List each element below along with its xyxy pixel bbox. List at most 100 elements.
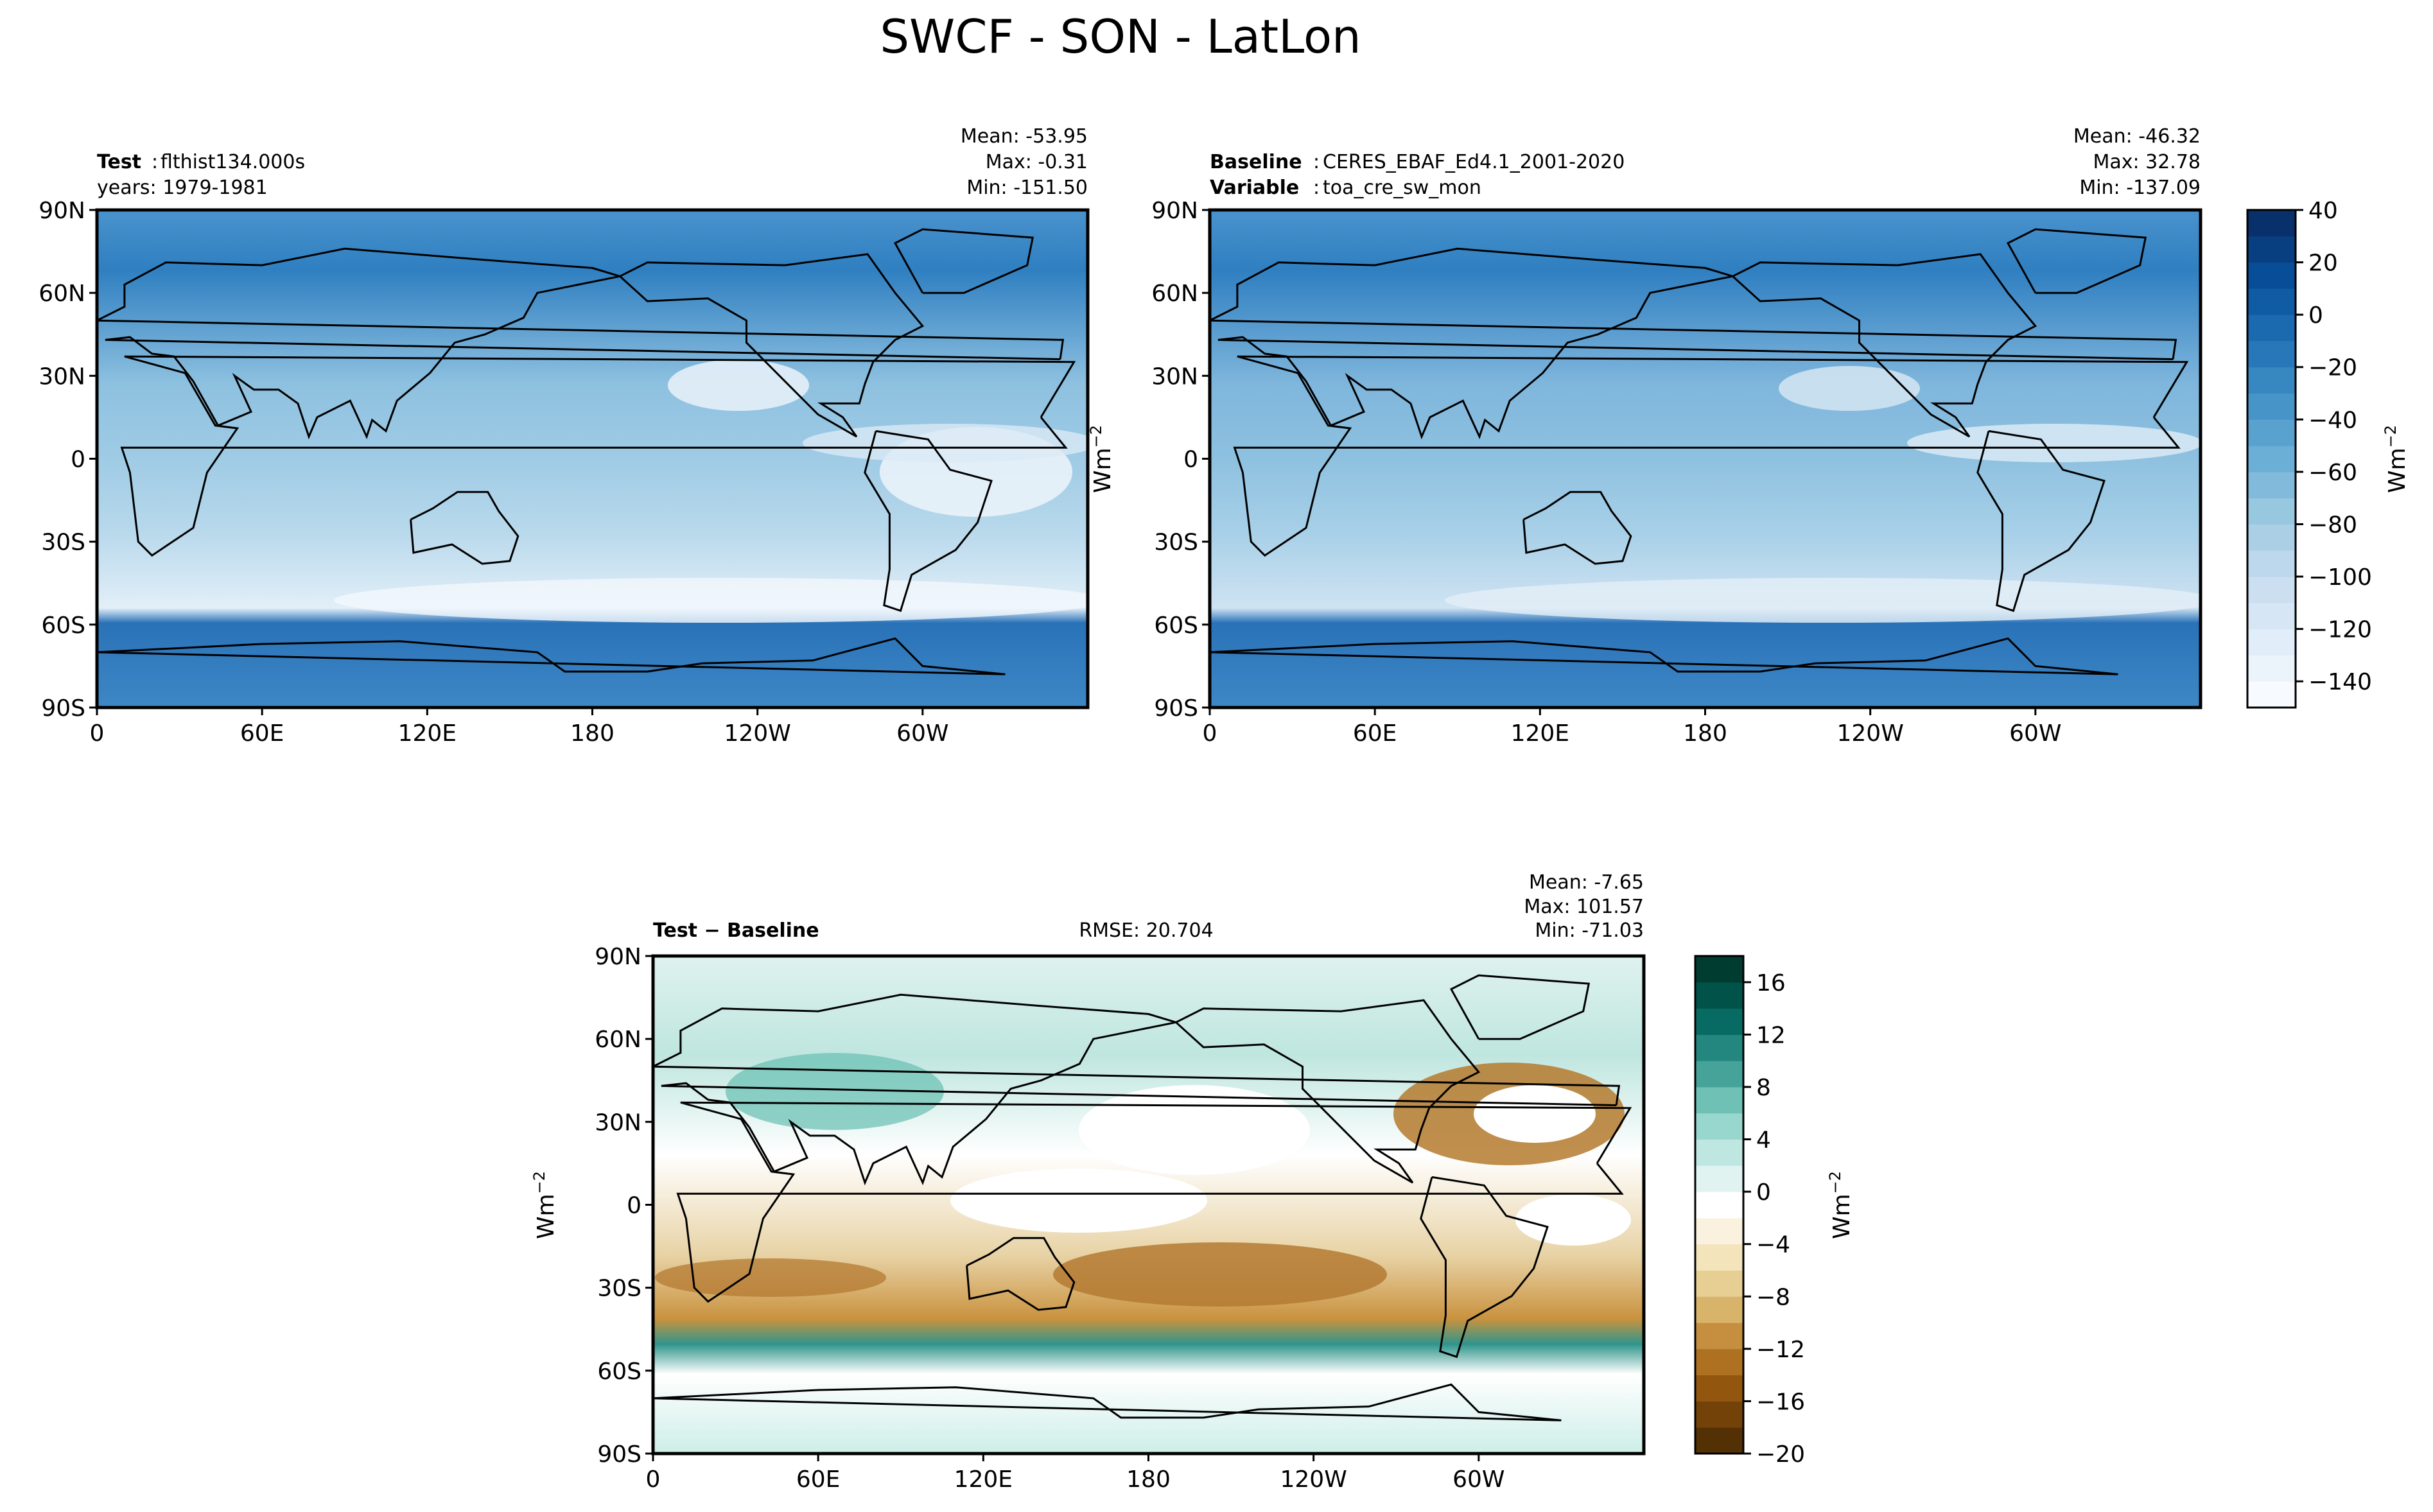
test-stat-mean: Mean: -53.95 xyxy=(961,125,1088,148)
coastline xyxy=(97,637,1006,675)
lat-tick-label: 60S xyxy=(1154,613,1198,639)
lat-tick-label: 30N xyxy=(595,1109,641,1136)
lat-tick-label: 30S xyxy=(597,1276,641,1302)
colorbar-swatch xyxy=(2247,498,2296,525)
baseline-lat-ticks: 90N 60N 30N 0 30S 60S 90S xyxy=(1151,198,1210,722)
lon-tick-label: 60W xyxy=(2009,720,2061,747)
colorbar-swatch xyxy=(2247,681,2296,708)
lon-tick-label: 120W xyxy=(724,720,791,747)
colorbar-swatch xyxy=(2247,446,2296,473)
colorbar-tick-label: −80 xyxy=(2308,512,2357,538)
difference-lon-ticks: 0 60E 120E 180 120W 60W xyxy=(646,1454,1505,1493)
panel-difference: Test − Baseline RMSE: 20.704 Mean: -7.65… xyxy=(530,871,1646,1493)
baseline-variable-label: Variable xyxy=(1210,177,1299,199)
baseline-units-label: Wm−2 xyxy=(1087,425,1116,493)
colorbar-swatch xyxy=(2247,288,2296,315)
colorbar-swatch xyxy=(2247,524,2296,551)
lon-tick-label: 120E xyxy=(1511,720,1569,747)
colorbar-swatch xyxy=(2247,210,2296,237)
colorbar-swatch xyxy=(1695,1296,1743,1323)
coastline xyxy=(120,355,1076,557)
baseline-variable-value: toa_cre_sw_mon xyxy=(1323,177,1481,199)
colorbar-top: 40 20 0 −20 −40 −60 −80 −100 −120 −140 Wm−2 xyxy=(2246,198,2411,709)
colorbar-swatch xyxy=(2247,550,2296,577)
lat-tick-label: 30S xyxy=(1154,530,1198,556)
difference-stat-max: Max: 101.57 xyxy=(1524,896,1644,918)
colorbar-swatch xyxy=(2247,471,2296,499)
colorbar-swatch xyxy=(1695,1139,1743,1166)
colorbar-swatch xyxy=(1695,1086,1743,1114)
coastline xyxy=(676,1101,1632,1303)
lat-tick-label: 90S xyxy=(41,695,85,722)
lat-tick-label: 90N xyxy=(39,198,85,224)
colorbar-tick-label: −40 xyxy=(2308,407,2357,433)
difference-units-label: Wm−2 xyxy=(530,1171,559,1239)
coastline xyxy=(966,1237,1076,1311)
coastline xyxy=(1420,1176,1549,1359)
difference-stat-mean: Mean: -7.65 xyxy=(1529,871,1644,894)
test-lat-ticks: 90N 60N 30N 0 30S 60S 90S xyxy=(39,198,97,722)
colorbar-swatch xyxy=(2247,367,2296,394)
baseline-coastlines xyxy=(1210,228,2189,675)
lon-tick-label: 60E xyxy=(796,1466,841,1493)
lat-tick-label: 60N xyxy=(39,281,85,307)
colorbar-swatch xyxy=(1695,982,1743,1009)
colorbar-tick-label: −20 xyxy=(2308,355,2357,381)
colorbar-swatch xyxy=(1695,1008,1743,1035)
test-map-field xyxy=(97,210,1088,708)
colorbar-swatch xyxy=(1695,1192,1743,1219)
colorbar-difference-units: Wm−2 xyxy=(1826,1171,1855,1239)
baseline-stat-mean: Mean: -46.32 xyxy=(2073,125,2201,148)
colorbar-swatch xyxy=(1695,1217,1743,1245)
baseline-lon-ticks: 0 60E 120E 180 120W 60W xyxy=(1203,708,2062,747)
test-lon-ticks: 0 60E 120E 180 120W 60W xyxy=(90,708,949,747)
colorbar-swatch xyxy=(1695,1244,1743,1271)
lon-tick-label: 0 xyxy=(646,1466,661,1493)
colorbar-swatch xyxy=(2247,602,2296,630)
colorbar-tick-label: 40 xyxy=(2308,198,2338,224)
colorbar-swatch xyxy=(2247,340,2296,368)
lon-tick-label: 120E xyxy=(398,720,457,747)
colorbar-tick-label: −100 xyxy=(2308,564,2372,591)
colorbar-tick-label: 4 xyxy=(1756,1127,1771,1154)
lat-tick-label: 60S xyxy=(597,1359,641,1385)
colorbar-tick-label: 16 xyxy=(1756,970,1786,996)
lat-tick-label: 90S xyxy=(1154,695,1198,722)
colorbar-top-ticks: 40 20 0 −20 −40 −60 −80 −100 −120 −140 xyxy=(2296,198,2372,695)
test-name-separator: : xyxy=(152,151,158,173)
colorbar-swatch xyxy=(1695,1323,1743,1350)
panel-test: Test : flthist134.000s years: 1979-1981 … xyxy=(39,125,1090,747)
colorbar-tick-label: −12 xyxy=(1756,1337,1805,1363)
baseline-name-value: CERES_EBAF_Ed4.1_2001-2020 xyxy=(1323,151,1625,173)
colorbar-tick-label: 0 xyxy=(2308,302,2323,329)
lat-tick-label: 60S xyxy=(41,613,85,639)
colorbar-swatch xyxy=(2247,262,2296,289)
test-stat-min: Min: -151.50 xyxy=(966,177,1088,199)
lat-tick-label: 60N xyxy=(1151,281,1198,307)
colorbar-tick-label: 20 xyxy=(2308,250,2338,277)
coastline xyxy=(1522,491,1632,565)
colorbar-swatch xyxy=(1695,1401,1743,1428)
colorbar-swatch xyxy=(1695,1348,1743,1376)
coastline xyxy=(1976,430,2106,613)
baseline-map-field xyxy=(1210,210,2201,708)
colorbar-tick-label: −16 xyxy=(1756,1389,1805,1415)
lat-tick-label: 90N xyxy=(595,944,641,970)
lon-tick-label: 180 xyxy=(1683,720,1727,747)
baseline-stat-max: Max: 32.78 xyxy=(2093,151,2201,173)
colorbar-swatch xyxy=(1695,1113,1743,1140)
coastline xyxy=(653,1383,1562,1421)
difference-lat-ticks: 90N 60N 30N 0 30S 60S 90S xyxy=(595,944,653,1468)
coastline xyxy=(97,247,1065,440)
colorbar-swatch xyxy=(1695,1427,1743,1454)
difference-map-field xyxy=(653,956,1644,1454)
test-stat-max: Max: -0.31 xyxy=(986,151,1088,173)
coastline xyxy=(1233,355,2189,557)
lon-tick-label: 0 xyxy=(1203,720,1217,747)
colorbar-swatch xyxy=(2247,655,2296,682)
colorbar-top-swatches xyxy=(2247,210,2296,708)
colorbar-difference-ticks: 16 12 8 4 0 −4 −8 −12 −16 −20 xyxy=(1743,970,1805,1468)
colorbar-swatch xyxy=(1695,1165,1743,1192)
coastline xyxy=(1210,247,2177,440)
